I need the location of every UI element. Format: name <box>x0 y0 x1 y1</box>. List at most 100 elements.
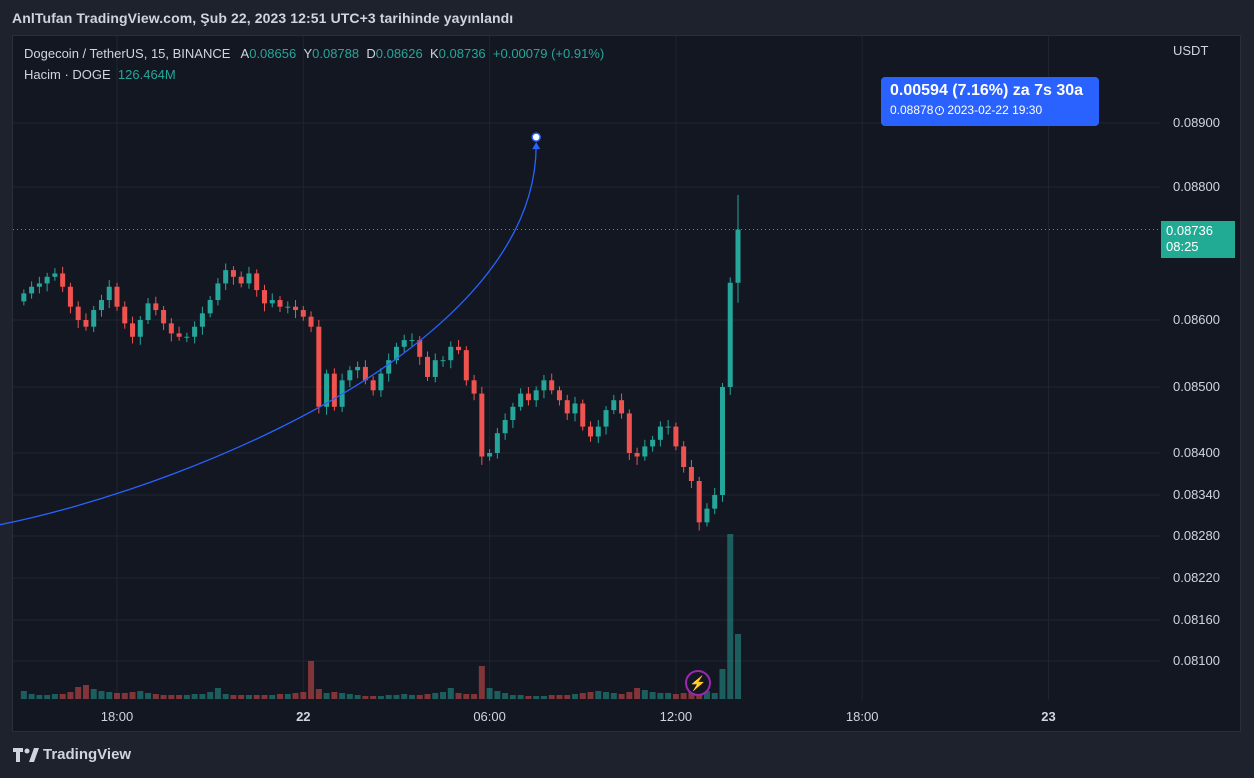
candle-body <box>254 273 260 291</box>
volume-bar <box>160 695 167 699</box>
volume-bar <box>727 534 734 699</box>
y-tick-label: 0.08220 <box>1173 570 1220 585</box>
volume-bar <box>284 694 291 699</box>
candle-body <box>471 380 477 394</box>
volume-value: 126.464M <box>117 67 176 82</box>
volume-bar <box>440 692 447 699</box>
measure-curve <box>0 145 537 526</box>
candle-body <box>192 326 198 337</box>
candle-body <box>603 410 609 427</box>
volume-bar <box>680 693 687 699</box>
candle-body <box>572 403 578 414</box>
candle-body <box>324 373 330 407</box>
candle-body <box>665 426 671 428</box>
y-tick-label: 0.08100 <box>1173 653 1220 668</box>
candle-body <box>207 300 213 314</box>
volume-bar <box>634 688 641 699</box>
volume-label[interactable]: Hacim · DOGE <box>24 67 111 82</box>
volume-bar <box>230 695 237 699</box>
lightning-icon[interactable]: ⚡ <box>685 670 711 696</box>
candle-body <box>494 433 500 453</box>
volume-bar <box>665 693 672 699</box>
change-value: +0.00079 (+0.91%) <box>492 46 605 61</box>
volume-bar <box>183 695 190 699</box>
symbol-title[interactable]: Dogecoin / TetherUS, 15, BINANCE <box>24 46 231 61</box>
open-label: A <box>240 46 250 61</box>
candle-body <box>161 310 167 324</box>
volume-bar <box>20 691 27 699</box>
measure-label[interactable]: 0.00594 (7.16%) za 7s 30a 0.08878 2023-02… <box>881 77 1099 126</box>
candle-body <box>673 426 679 447</box>
y-tick-label: 0.08400 <box>1173 445 1220 460</box>
candle-body <box>370 380 376 391</box>
volume-bar <box>408 695 415 699</box>
volume-bar <box>59 694 66 699</box>
candle-body <box>223 270 229 284</box>
candle-body <box>67 286 73 307</box>
open-value: 0.08656 <box>249 46 297 61</box>
volume-bar <box>672 694 679 699</box>
candle-body <box>533 390 539 401</box>
volume-bars <box>20 534 741 699</box>
candle-body <box>21 293 27 302</box>
volume-bar <box>245 695 252 699</box>
volume-bar <box>626 692 633 699</box>
volume-bar <box>308 661 315 699</box>
candle-body <box>176 333 182 337</box>
clock-icon <box>935 106 945 116</box>
candle-body <box>293 306 299 311</box>
volume-bar <box>207 692 214 699</box>
volume-bar <box>121 693 128 699</box>
volume-bar <box>114 693 120 699</box>
candle-body <box>153 303 159 311</box>
y-tick-label: 0.08600 <box>1173 312 1220 327</box>
candle-body <box>238 276 244 284</box>
currency-label[interactable]: USDT <box>1173 43 1209 58</box>
volume-bar <box>393 695 400 699</box>
chart-pane[interactable] <box>12 35 1241 732</box>
candles <box>21 194 741 531</box>
volume-bar <box>463 694 470 699</box>
x-tick-label: 18:00 <box>101 709 134 724</box>
candle-body <box>145 303 151 320</box>
low-value: 0.08626 <box>375 46 423 61</box>
volume-bar <box>517 695 524 699</box>
tradingview-logo[interactable]: TradingView <box>13 746 131 763</box>
candle-body <box>681 446 687 467</box>
candle-body <box>230 270 236 277</box>
x-tick-label: 06:00 <box>473 709 506 724</box>
candle-body <box>735 229 741 283</box>
volume-bar <box>214 688 221 699</box>
volume-bar <box>168 695 175 699</box>
volume-bar <box>300 692 307 699</box>
candle-body <box>510 406 516 420</box>
publish-caption: AnlTufan TradingView.com, Şub 22, 2023 1… <box>12 10 514 26</box>
volume-bar <box>540 696 547 699</box>
candle-body <box>727 282 733 387</box>
candle-body <box>114 286 120 307</box>
volume-bar <box>610 693 617 699</box>
measure-datetime: 2023-02-22 19:30 <box>947 103 1043 117</box>
candle-body <box>106 286 112 301</box>
candle-body <box>634 453 640 457</box>
volume-bar <box>191 694 198 699</box>
volume-bar <box>711 693 718 699</box>
candle-body <box>316 326 322 407</box>
volume-bar <box>447 688 454 699</box>
candle-body <box>479 393 485 457</box>
candle-body <box>564 400 570 414</box>
volume-bar <box>416 695 423 699</box>
x-axis-labels: 18:00 22 06:00 12:00 18:00 23 <box>101 709 1056 724</box>
volume-bar <box>354 695 361 699</box>
volume-bar <box>587 692 594 699</box>
volume-bar <box>82 685 89 699</box>
volume-bar <box>579 693 586 699</box>
volume-bar <box>603 692 610 699</box>
volume-bar <box>735 634 741 699</box>
high-value: 0.08788 <box>312 46 360 61</box>
candle-body <box>130 323 136 337</box>
y-tick-label: 0.08280 <box>1173 528 1220 543</box>
x-tick-label: 23 <box>1041 709 1055 724</box>
volume-bar <box>432 693 439 699</box>
